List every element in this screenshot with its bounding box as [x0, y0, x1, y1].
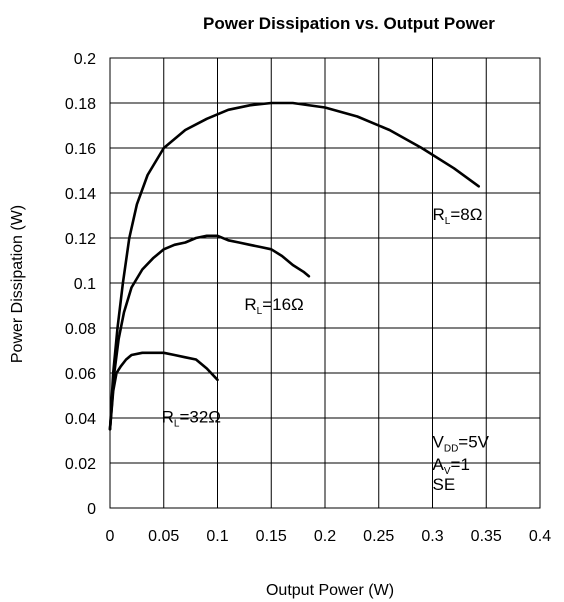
- series-line-1: [110, 236, 309, 429]
- x-tick-label: 0.4: [529, 528, 551, 545]
- y-tick-label: 0: [87, 501, 96, 518]
- chart-title: Power Dissipation vs. Output Power: [203, 14, 495, 33]
- series-lines: [110, 103, 479, 429]
- annotation-se: SE: [433, 475, 456, 494]
- y-tick-label: 0.16: [65, 141, 96, 158]
- x-tick-label: 0.05: [148, 528, 179, 545]
- y-axis-label: Power Dissipation (W): [9, 205, 26, 363]
- y-tick-label: 0.06: [65, 366, 96, 383]
- y-tick-label: 0.14: [65, 186, 96, 203]
- y-tick-label: 0.1: [74, 276, 96, 293]
- y-tick-label: 0.04: [65, 411, 96, 428]
- x-tick-label: 0.25: [363, 528, 394, 545]
- y-tick-label: 0.2: [74, 51, 96, 68]
- annotation-rl8: RL=8Ω: [433, 205, 483, 227]
- x-tick-label: 0.1: [206, 528, 228, 545]
- x-tick-label: 0.2: [314, 528, 336, 545]
- annotation-vdd: VDD=5V: [433, 432, 490, 454]
- annotation-av: AV=1: [433, 455, 470, 477]
- annotation-rl16: RL=16Ω: [244, 295, 303, 317]
- x-axis-label: Output Power (W): [266, 582, 394, 599]
- annotation-rl32: RL=32Ω: [162, 408, 221, 430]
- x-tick-label: 0.15: [256, 528, 287, 545]
- y-tick-label: 0.18: [65, 96, 96, 113]
- y-tick-label: 0.12: [65, 231, 96, 248]
- y-tick-label: 0.02: [65, 456, 96, 473]
- tick-labels: 0 0.05 0.1 0.15 0.2 0.25 0.3 0.35 0.4 0 0.02 0.04 0.…: [65, 51, 551, 545]
- x-tick-label: 0.35: [471, 528, 502, 545]
- x-tick-label: 0.3: [421, 528, 443, 545]
- y-tick-label: 0.08: [65, 321, 96, 338]
- x-tick-label: 0: [106, 528, 115, 545]
